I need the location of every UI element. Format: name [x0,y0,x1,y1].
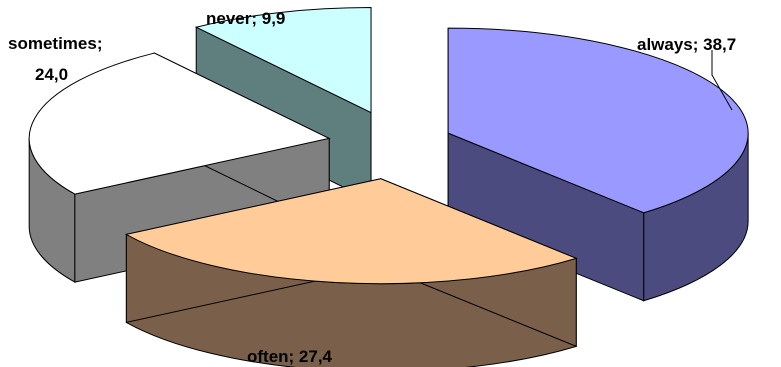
slice-top-always [447,27,749,214]
label-often: often; 27,4 [247,347,333,366]
slice-top-never [194,7,372,114]
label-sometimes-line1: sometimes; [8,34,102,53]
label-always: always; 38,7 [637,35,736,54]
slice-tops [28,7,749,285]
slice-labels: always; 38,7 often; 27,4 sometimes; 24,0… [8,9,736,366]
slice-top-sometimes [28,52,331,195]
label-never: never; 9,9 [206,9,285,28]
slice-top-often [124,178,578,285]
label-sometimes-line2: 24,0 [35,65,68,84]
always-leader-line [711,50,733,111]
